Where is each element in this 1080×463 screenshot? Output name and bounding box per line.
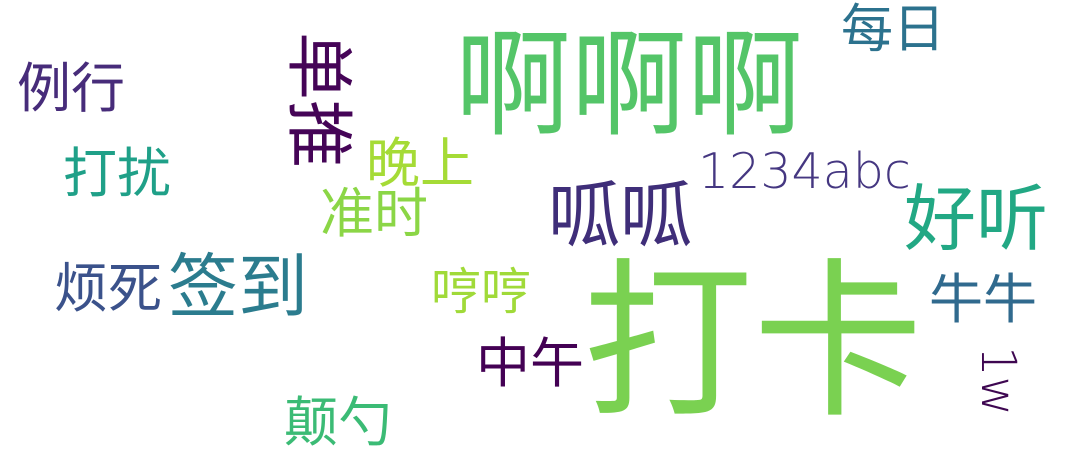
word-qiandao: 签到 [168,246,308,328]
word-fansi: 烦死 [54,257,162,320]
word-wanshang: 晚上 [366,132,474,195]
word-zhunshi: 准时 [320,182,428,245]
word-liexing: 例行 [17,57,125,120]
word-niuniu: 牛牛 [929,268,1037,331]
word-dianyun: 颠勺 [284,391,392,454]
word-abc: 1234abc [698,143,911,200]
word-aaa: 啊啊啊 [455,18,803,153]
word-daraot: 打扰 [63,142,171,205]
word-haoting: 好听 [904,177,1049,261]
word-onew: 1w [970,346,1026,416]
word-zhongwu: 中午 [476,332,584,395]
word-dantui: 单推 [278,32,357,169]
word-guagua: 呱呱 [548,174,693,258]
word-meiri: 每日 [841,0,946,60]
word-daka: 打卡 [583,244,924,442]
word-hengheng: 哼哼 [431,263,531,321]
